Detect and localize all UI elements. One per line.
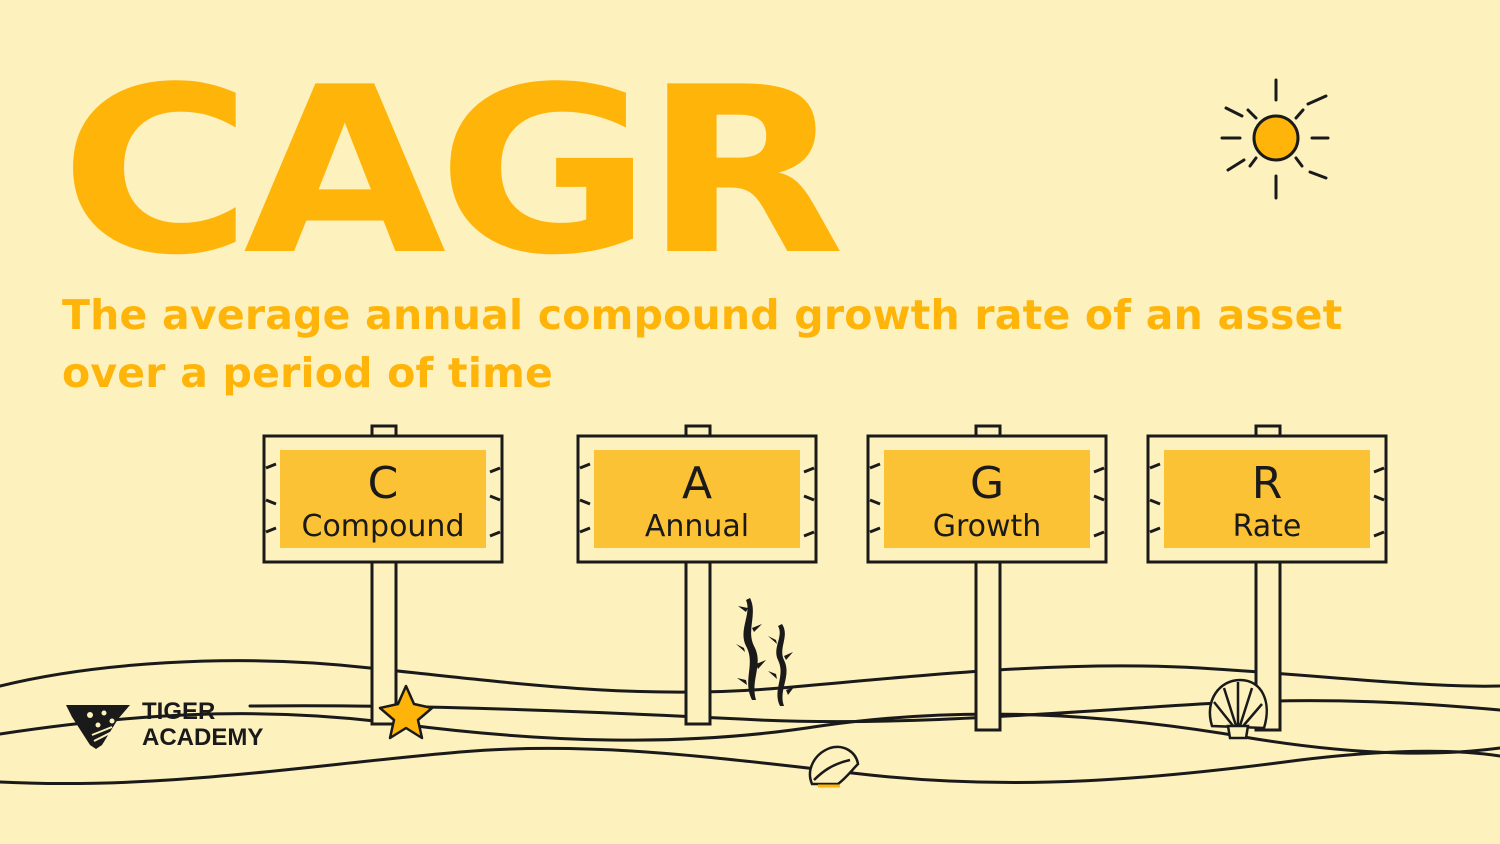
sign-letter: G (970, 458, 1004, 509)
sign-word: Compound (302, 509, 465, 544)
brand-logo: TIGER ACADEMY (62, 697, 263, 753)
plank-line (265, 494, 501, 506)
plank-line (579, 526, 815, 538)
plank-line (869, 462, 1105, 474)
sign-panel (280, 450, 486, 548)
plank-line (1149, 526, 1385, 538)
tiger-academy-logo-icon (66, 705, 130, 749)
logo-line-2: ACADEMY (142, 724, 264, 751)
logo-line-1: TIGER (142, 698, 216, 725)
plank-line (579, 494, 815, 506)
plank-line (1149, 462, 1385, 474)
starfish-icon (378, 684, 434, 740)
sign-word: Annual (645, 509, 749, 544)
sign-letter: A (682, 458, 712, 509)
plank-line (579, 462, 815, 474)
seaweed-icon (736, 598, 794, 706)
plank-line (869, 494, 1105, 506)
plank-line (1149, 494, 1385, 506)
conch-shell-icon (808, 745, 860, 788)
sign-panel (594, 450, 800, 548)
seashell-icon (1208, 678, 1268, 740)
sign-word: Rate (1233, 509, 1302, 544)
sign-panel (884, 450, 1090, 548)
plank-line (869, 526, 1105, 538)
plank-line (265, 526, 501, 538)
sun-icon (1220, 78, 1330, 200)
page-subtitle: The average annual compound growth rate … (62, 291, 1343, 397)
sign-letter: C (368, 458, 399, 509)
page-title: CAGR (60, 39, 845, 306)
sign-letter: R (1252, 458, 1283, 509)
sign-panel (1164, 450, 1370, 548)
sign-word: Growth (933, 509, 1042, 544)
plank-line (265, 462, 501, 474)
